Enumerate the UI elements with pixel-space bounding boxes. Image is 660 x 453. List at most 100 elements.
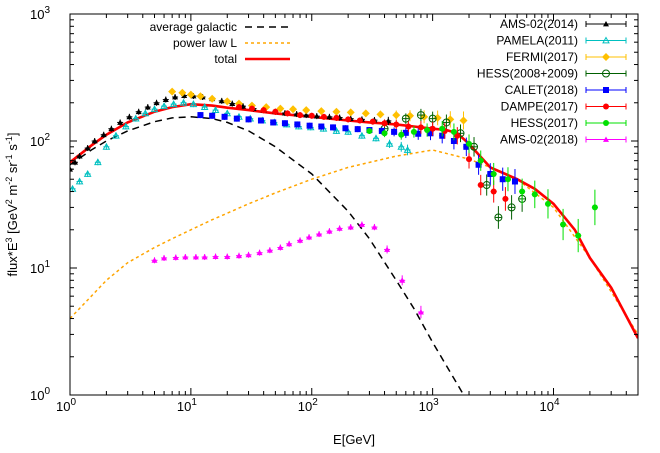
data-point	[382, 130, 388, 136]
data-point	[282, 120, 288, 126]
data-point	[411, 129, 417, 135]
data-point	[478, 158, 484, 164]
series-calet-2018	[197, 112, 518, 194]
data-point	[223, 97, 231, 105]
data-point	[366, 128, 372, 134]
legend-label: PAMELA(2011)	[496, 34, 578, 48]
y-tick-label: 101	[30, 259, 50, 276]
data-point	[545, 201, 551, 207]
data-point	[370, 119, 376, 125]
data-point	[532, 191, 538, 197]
legend-label: HESS(2017)	[511, 116, 578, 130]
legend-label: average galactic	[150, 20, 237, 34]
legend-label: DAMPE(2017)	[501, 100, 578, 114]
data-point	[491, 171, 497, 177]
data-point	[392, 111, 400, 119]
data-point	[332, 108, 340, 116]
legend-label: HESS(2008+2009)	[477, 67, 578, 81]
legend-marker	[603, 87, 609, 93]
curve-average-galactic	[70, 117, 469, 404]
data-point	[575, 233, 581, 239]
x-tick-label: 101	[177, 397, 197, 414]
data-point	[261, 107, 267, 113]
y-tick-label: 102	[30, 132, 50, 149]
data-point	[197, 112, 203, 118]
data-point	[289, 105, 297, 113]
data-point	[505, 176, 511, 182]
data-point	[362, 109, 370, 117]
series-dampe-2017	[236, 104, 508, 211]
series-hess-2008-2009	[381, 109, 526, 229]
data-point	[519, 189, 525, 195]
y-tick-label: 103	[30, 5, 50, 22]
data-point	[398, 132, 404, 138]
data-point	[208, 95, 216, 103]
series-ams-02-2018	[151, 222, 423, 319]
data-point	[502, 196, 508, 202]
data-point	[234, 116, 240, 122]
model-curves	[70, 104, 638, 404]
data-point	[294, 121, 300, 127]
data-point	[209, 113, 215, 119]
legend-label: AMS-02(2018)	[500, 133, 578, 147]
legend-right: AMS-02(2014) PAMELA(2011) FERMI(2017) HESS(…	[477, 17, 626, 147]
data-point	[391, 129, 397, 135]
data-point	[342, 125, 348, 131]
data-point	[478, 182, 484, 188]
data-point	[272, 109, 278, 115]
data-point	[405, 124, 411, 130]
data-point	[459, 117, 467, 125]
series-pamela-2011	[70, 100, 411, 192]
x-axis-title: E[GeV]	[333, 432, 375, 447]
data-point	[309, 113, 315, 119]
data-point	[270, 119, 276, 125]
y-tick-label: 100	[30, 386, 50, 403]
data-point	[512, 178, 518, 184]
data-point	[321, 114, 327, 120]
legend-marker	[602, 53, 610, 61]
data-point	[236, 104, 242, 110]
legend-label: FERMI(2017)	[506, 50, 578, 64]
legend-marker	[603, 104, 609, 110]
data-point	[345, 116, 351, 122]
legend-marker	[603, 120, 609, 126]
data-point	[430, 126, 436, 132]
data-point	[393, 121, 399, 127]
data-point	[382, 120, 388, 126]
x-tick-label: 104	[539, 397, 559, 414]
data-point	[333, 115, 339, 121]
data-point	[246, 116, 252, 122]
data-point	[500, 176, 506, 182]
x-tick-label: 100	[56, 397, 76, 414]
data-point	[307, 123, 313, 129]
legend-label: AMS-02(2014)	[500, 17, 578, 31]
data-point	[357, 118, 363, 124]
data-point	[466, 156, 472, 162]
data-point	[439, 126, 445, 132]
y-axis-title: flux*E3 [GeV2 m-2 sr-1 s-1]	[4, 133, 20, 277]
data-point	[284, 110, 290, 116]
data-point	[376, 110, 384, 118]
legend-label: total	[214, 52, 237, 66]
data-point	[592, 204, 598, 210]
data-point	[318, 124, 324, 130]
data-point	[355, 126, 361, 132]
data-point	[222, 114, 228, 120]
data-point	[302, 106, 310, 114]
data-point	[330, 124, 336, 130]
data-point	[347, 108, 355, 116]
data-point	[424, 127, 430, 133]
curve-power-law-l	[70, 150, 638, 334]
series-fermi-2017	[168, 88, 467, 130]
data-point	[451, 129, 457, 135]
legend-label: CALET(2018)	[505, 83, 578, 97]
x-tick-label: 103	[419, 397, 439, 414]
x-tick-label: 102	[298, 397, 318, 414]
data-point	[491, 189, 497, 195]
data-point	[418, 124, 424, 130]
data-point	[297, 112, 303, 118]
data-point	[258, 118, 264, 124]
legend-left: average galactic power law L total	[150, 20, 290, 66]
legend-label: power law L	[173, 36, 237, 50]
